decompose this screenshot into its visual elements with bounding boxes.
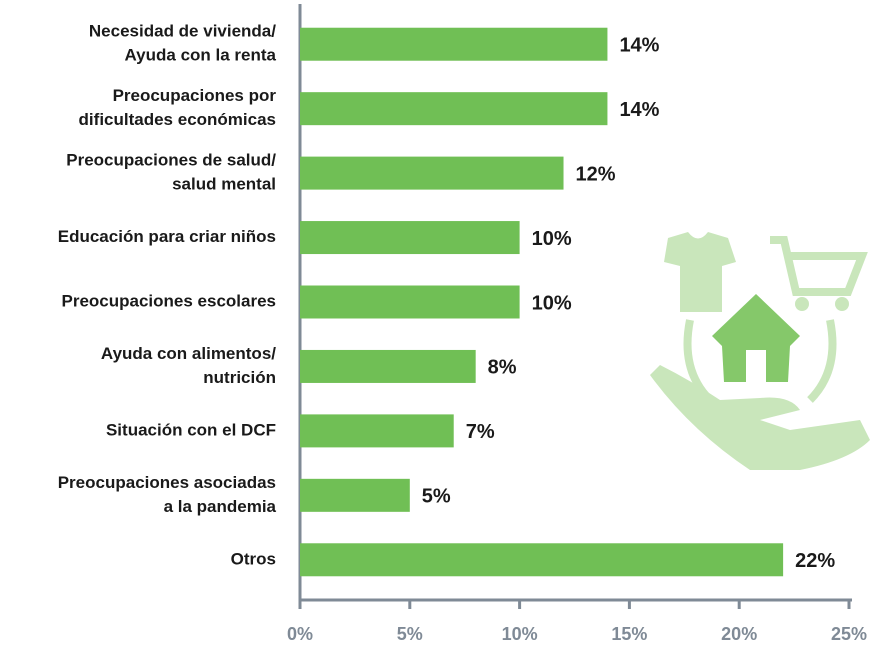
y-tick-label: Necesidad de vivienda/ xyxy=(89,22,276,41)
x-tick-label: 10% xyxy=(502,624,538,644)
y-tick-label: Preocupaciones asociadas xyxy=(58,473,276,492)
value-label: 7% xyxy=(466,421,495,443)
x-tick-label: 25% xyxy=(831,624,867,644)
y-tick-label: Ayuda con alimentos/ xyxy=(101,344,276,363)
bar xyxy=(300,350,476,383)
y-tick-label: Situación con el DCF xyxy=(106,420,276,439)
value-label: 5% xyxy=(422,486,451,508)
y-tick-label: Educación para criar niños xyxy=(58,227,276,246)
value-label: 14% xyxy=(619,99,659,121)
bar xyxy=(300,92,607,125)
y-tick-label: Otros xyxy=(231,549,276,568)
value-label: 8% xyxy=(488,357,517,379)
y-tick-label: Preocupaciones por xyxy=(113,86,277,105)
bar xyxy=(300,157,564,190)
y-tick-label: nutrición xyxy=(203,368,276,387)
decorative-icon xyxy=(650,232,870,470)
value-label: 22% xyxy=(795,550,835,572)
y-tick-label: salud mental xyxy=(172,175,276,194)
bar xyxy=(300,286,520,319)
y-tick-label: Preocupaciones de salud/ xyxy=(66,151,276,170)
page: {"chart_data": {"type": "bar", "orientat… xyxy=(0,0,887,648)
bar xyxy=(300,221,520,254)
bar xyxy=(300,543,783,576)
chart: 0% 5% 10% 15% 20% 25% Necesidad de vivienda/Ay… xyxy=(0,0,887,648)
x-tick-label: 5% xyxy=(397,624,423,644)
value-label: 10% xyxy=(532,292,572,314)
bar xyxy=(300,28,607,61)
value-label: 14% xyxy=(619,35,659,57)
value-label: 12% xyxy=(576,163,616,185)
x-tick-label: 0% xyxy=(287,624,313,644)
bar xyxy=(300,414,454,447)
y-tick-label: a la pandemia xyxy=(164,497,277,516)
y-tick-label: Ayuda con la renta xyxy=(125,46,277,65)
bar xyxy=(300,479,410,512)
y-tick-label: dificultades económicas xyxy=(79,110,276,129)
y-tick-label: Preocupaciones escolares xyxy=(61,291,276,310)
value-label: 10% xyxy=(532,228,572,250)
x-tick-label: 20% xyxy=(721,624,757,644)
x-tick-label: 15% xyxy=(611,624,647,644)
